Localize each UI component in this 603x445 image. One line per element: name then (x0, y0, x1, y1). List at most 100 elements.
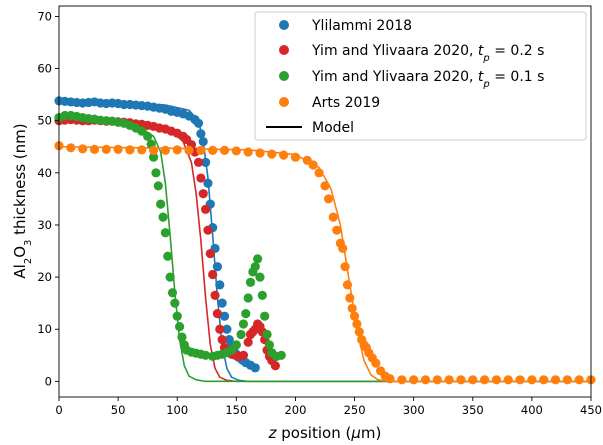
data-point-2-43 (238, 319, 249, 329)
data-point-3-34 (349, 311, 360, 321)
data-point-3-31 (342, 280, 353, 290)
data-point-2-23 (163, 251, 173, 261)
x-tick-label-3: 150 (225, 403, 247, 417)
legend-entry-ylilammi: Ylilammi 2018 (279, 18, 412, 34)
data-point-1-34 (215, 324, 225, 334)
data-point-3-32 (345, 293, 355, 303)
data-point-1-30 (205, 249, 215, 259)
data-point-3-15 (231, 146, 241, 156)
x-tick-label-1: 50 (111, 403, 126, 417)
legend-entry-model: Model (266, 120, 354, 136)
x-tick-label-7: 350 (462, 403, 484, 417)
data-point-3-48 (420, 375, 431, 385)
data-point-3-45 (385, 374, 395, 384)
data-point-3-52 (468, 375, 478, 385)
legend-label-yim-02: Yim and Ylivaara 2020, tp = 0.2 s (311, 43, 544, 64)
data-point-3-46 (397, 375, 407, 385)
legend-label-arts: Arts 2019 (312, 95, 380, 111)
x-axis-label: z position (μm) (268, 424, 382, 442)
data-point-0-27 (201, 157, 211, 167)
data-point-0-45 (250, 363, 260, 373)
legend-marker-yim-02 (279, 45, 289, 55)
data-point-0-33 (215, 280, 225, 290)
data-point-1-26 (196, 173, 206, 183)
data-point-3-5 (113, 144, 123, 154)
data-point-2-21 (158, 212, 168, 222)
data-point-3-54 (491, 375, 502, 385)
data-point-2-25 (167, 288, 178, 298)
data-point-2-35 (201, 350, 211, 360)
data-point-3-35 (352, 319, 362, 329)
data-point-3-12 (196, 145, 206, 156)
data-point-2-45 (243, 293, 253, 303)
data-point-3-9 (160, 145, 170, 156)
data-point-2-44 (241, 308, 251, 319)
legend-label-model: Model (312, 120, 354, 136)
data-point-0-36 (222, 324, 232, 334)
data-point-0-34 (217, 298, 227, 308)
x-tick-label-0: 0 (55, 403, 62, 417)
data-point-2-46 (245, 277, 256, 287)
data-point-2-42 (236, 329, 246, 340)
data-point-3-14 (219, 145, 230, 156)
data-point-1-33 (212, 308, 223, 319)
data-point-3-59 (550, 375, 561, 385)
legend-marker-arts (279, 97, 289, 107)
data-point-3-47 (409, 375, 419, 385)
data-point-3-4 (101, 144, 111, 154)
data-point-3-11 (184, 145, 194, 156)
y-tick-label-2: 20 (37, 270, 52, 284)
model-line-0 (59, 100, 591, 383)
data-point-0-32 (212, 262, 223, 272)
legend-marker-ylilammi (279, 20, 289, 30)
data-point-1-35 (217, 335, 227, 345)
data-point-0-26 (198, 136, 208, 147)
data-point-3-33 (347, 303, 357, 313)
data-point-2-48 (250, 262, 260, 272)
data-point-2-53 (262, 329, 272, 340)
data-point-2-52 (260, 311, 270, 321)
data-point-2-27 (172, 311, 182, 321)
data-point-1-32 (210, 290, 220, 300)
data-point-1-31 (208, 269, 218, 280)
x-tick-label-8: 400 (521, 403, 543, 417)
data-point-1-53 (270, 361, 280, 371)
data-point-3-24 (320, 181, 330, 191)
x-tick-label-5: 250 (344, 403, 366, 417)
data-point-3-57 (527, 375, 537, 385)
data-point-3-22 (308, 160, 318, 170)
data-point-2-29 (177, 332, 187, 342)
data-point-3-51 (456, 375, 466, 385)
data-point-0-25 (196, 129, 206, 139)
data-point-3-50 (444, 375, 454, 385)
data-point-3-7 (137, 145, 147, 155)
data-point-1-27 (198, 189, 208, 199)
data-point-3-49 (432, 375, 442, 385)
data-point-2-49 (253, 254, 263, 264)
data-point-3-55 (503, 375, 513, 385)
plot-frame (58, 5, 592, 398)
data-point-2-20 (156, 199, 166, 209)
data-point-3-1 (66, 143, 76, 153)
data-point-3-26 (328, 212, 338, 222)
data-point-3-42 (371, 358, 381, 368)
data-point-2-14 (137, 126, 147, 136)
data-point-1-41 (238, 350, 249, 360)
data-point-3-29 (338, 243, 348, 254)
data-point-3-60 (562, 375, 572, 385)
x-axis-ticks: 0 50 100 150 200 250 300 350 400 450 (55, 397, 602, 417)
x-tick-label-9: 450 (580, 403, 602, 417)
data-point-3-3 (89, 144, 100, 154)
data-point-3-2 (78, 144, 88, 154)
legend-entry-yim-02: Yim and Ylivaara 2020, tp = 0.2 s (279, 43, 544, 64)
legend-entry-arts: Arts 2019 (279, 95, 380, 111)
data-point-0-35 (219, 311, 230, 321)
data-point-1-25 (193, 157, 204, 167)
legend-box (254, 11, 587, 141)
x-tick-label-6: 300 (403, 403, 425, 417)
legend: Ylilammi 2018 Yim and Ylivaara 2020, tp … (254, 11, 587, 141)
data-point-3-36 (354, 327, 364, 337)
data-point-3-8 (148, 145, 159, 156)
data-point-2-24 (165, 272, 175, 282)
data-point-3-13 (208, 145, 218, 156)
